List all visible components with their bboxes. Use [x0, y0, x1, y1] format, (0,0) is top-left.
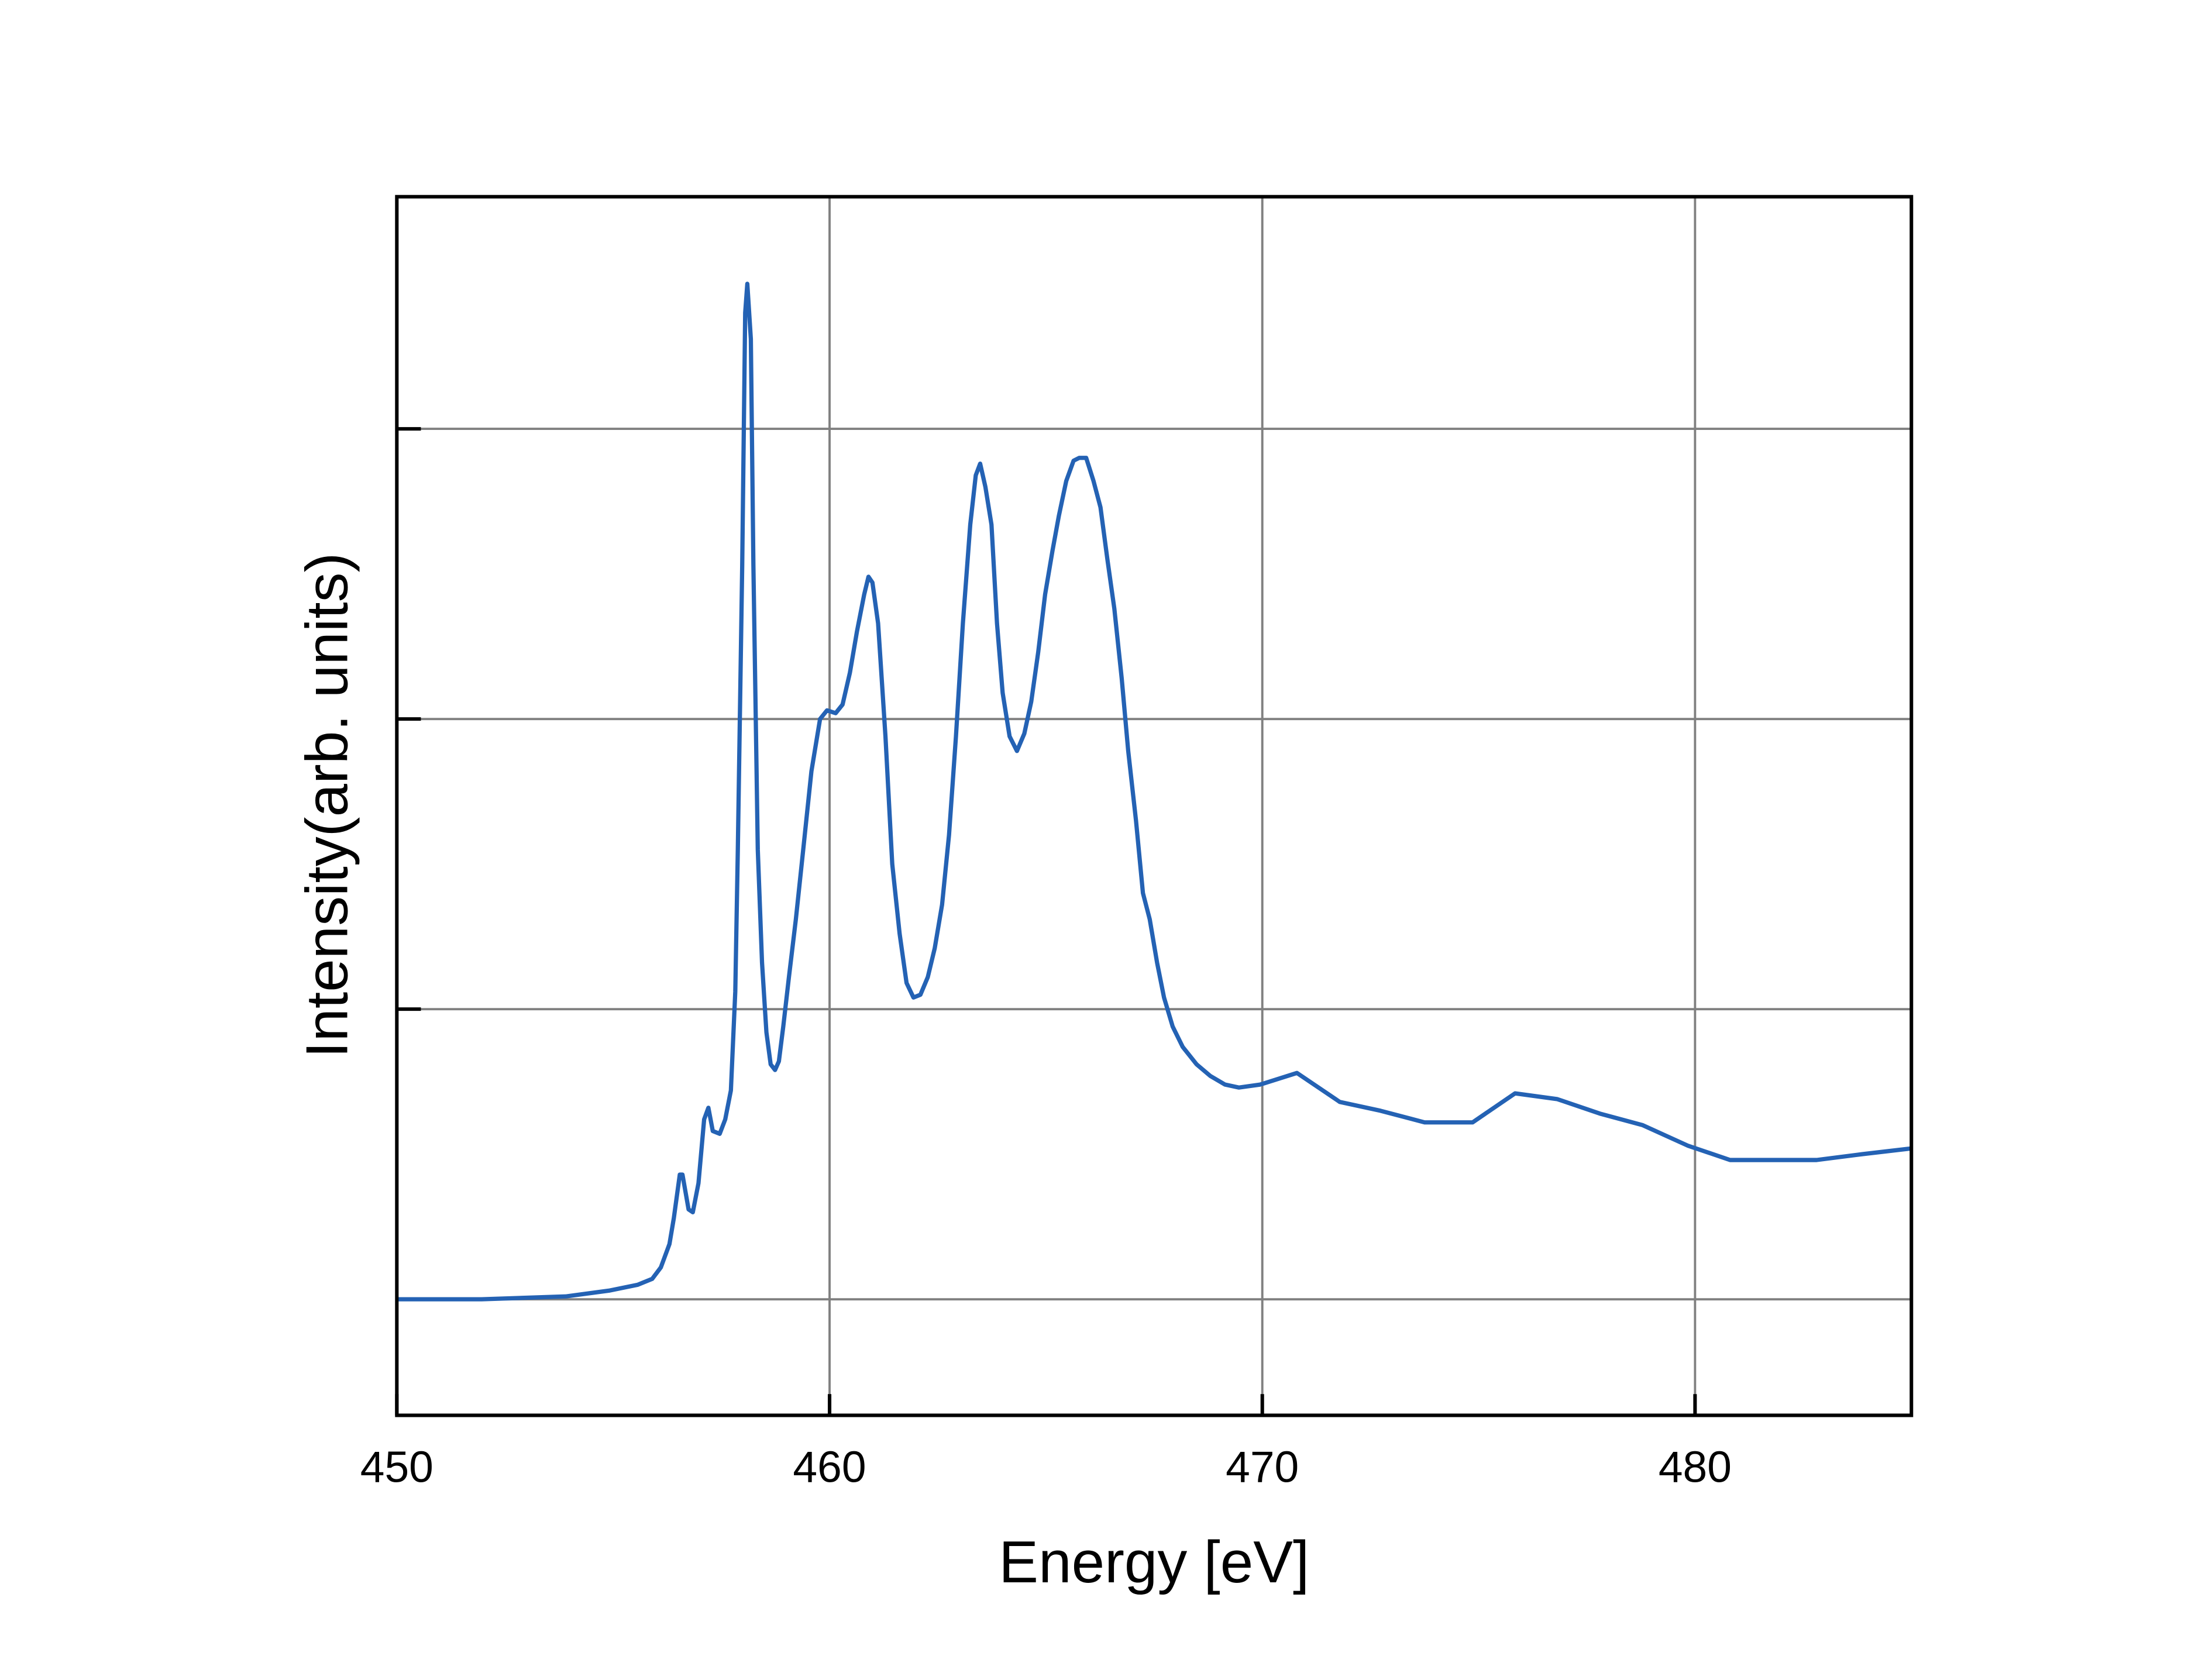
grid-lines	[397, 197, 1912, 1416]
x-tick-label: 470	[1226, 1442, 1299, 1491]
x-tick-labels: 450 460 470 480	[360, 1442, 1732, 1491]
x-tick-label: 460	[793, 1442, 866, 1491]
y-axis-label: Intensity(arb. units)	[294, 553, 360, 1058]
x-tick-label: 450	[360, 1442, 434, 1491]
series-line-spectrum	[397, 281, 1912, 1302]
plot-frame	[395, 195, 1914, 1417]
x-axis-label: Energy [eV]	[999, 1528, 1309, 1595]
x-tick-label: 480	[1659, 1442, 1732, 1491]
